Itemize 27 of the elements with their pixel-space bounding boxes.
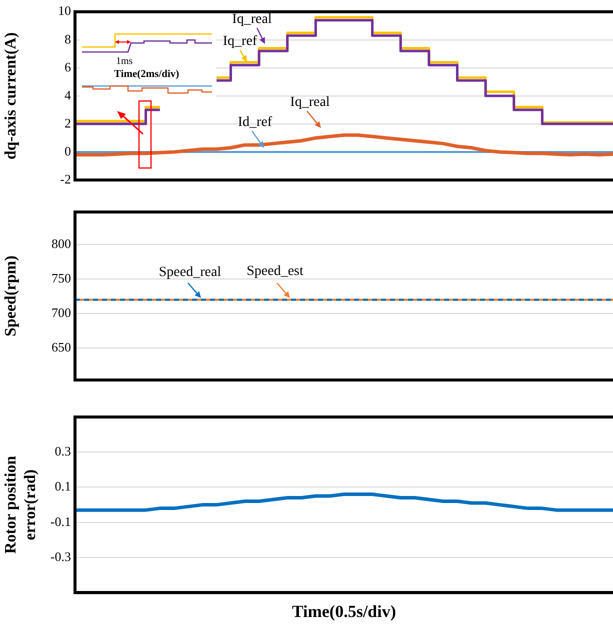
y-tick-label: 750 [52, 270, 71, 286]
y-tick-label: 10 [58, 3, 71, 18]
annotation: Id_ref [238, 115, 272, 130]
annotation: Iq_real [232, 12, 272, 27]
annotation: Speed_est [246, 264, 304, 279]
y-tick-label: -2 [60, 171, 71, 186]
y-tick-label: 8 [64, 31, 71, 46]
x-axis-title: Time(0.5s/div) [292, 602, 396, 622]
annotation: Time(2ms/div) [114, 69, 180, 80]
y-tick-label: -0.1 [50, 514, 71, 529]
y-tick-label: 2 [64, 115, 71, 130]
annotation: Iq_ref [222, 34, 258, 49]
y-tick-label: 0.3 [54, 444, 71, 459]
annotation: 1ms [116, 56, 133, 67]
y-tick-label: 6 [64, 59, 72, 74]
y-tick-label: 0 [64, 143, 71, 158]
annotation: Iq_real [290, 95, 330, 110]
y-axis-title: dq-axis current(A) [2, 32, 20, 160]
y-tick-label: 800 [52, 236, 71, 251]
y-axis-title: Rotor position error(rad) [2, 456, 39, 554]
y-tick-label: 700 [52, 305, 71, 320]
y-tick-label: 0.1 [54, 478, 71, 494]
y-tick-label: 4 [64, 87, 72, 102]
y-tick-label: 650 [52, 340, 71, 355]
y-axis-title: Speed(rpm) [2, 256, 20, 336]
y-tick-label: -0.3 [50, 548, 71, 564]
annotation: Speed_real [158, 265, 222, 280]
